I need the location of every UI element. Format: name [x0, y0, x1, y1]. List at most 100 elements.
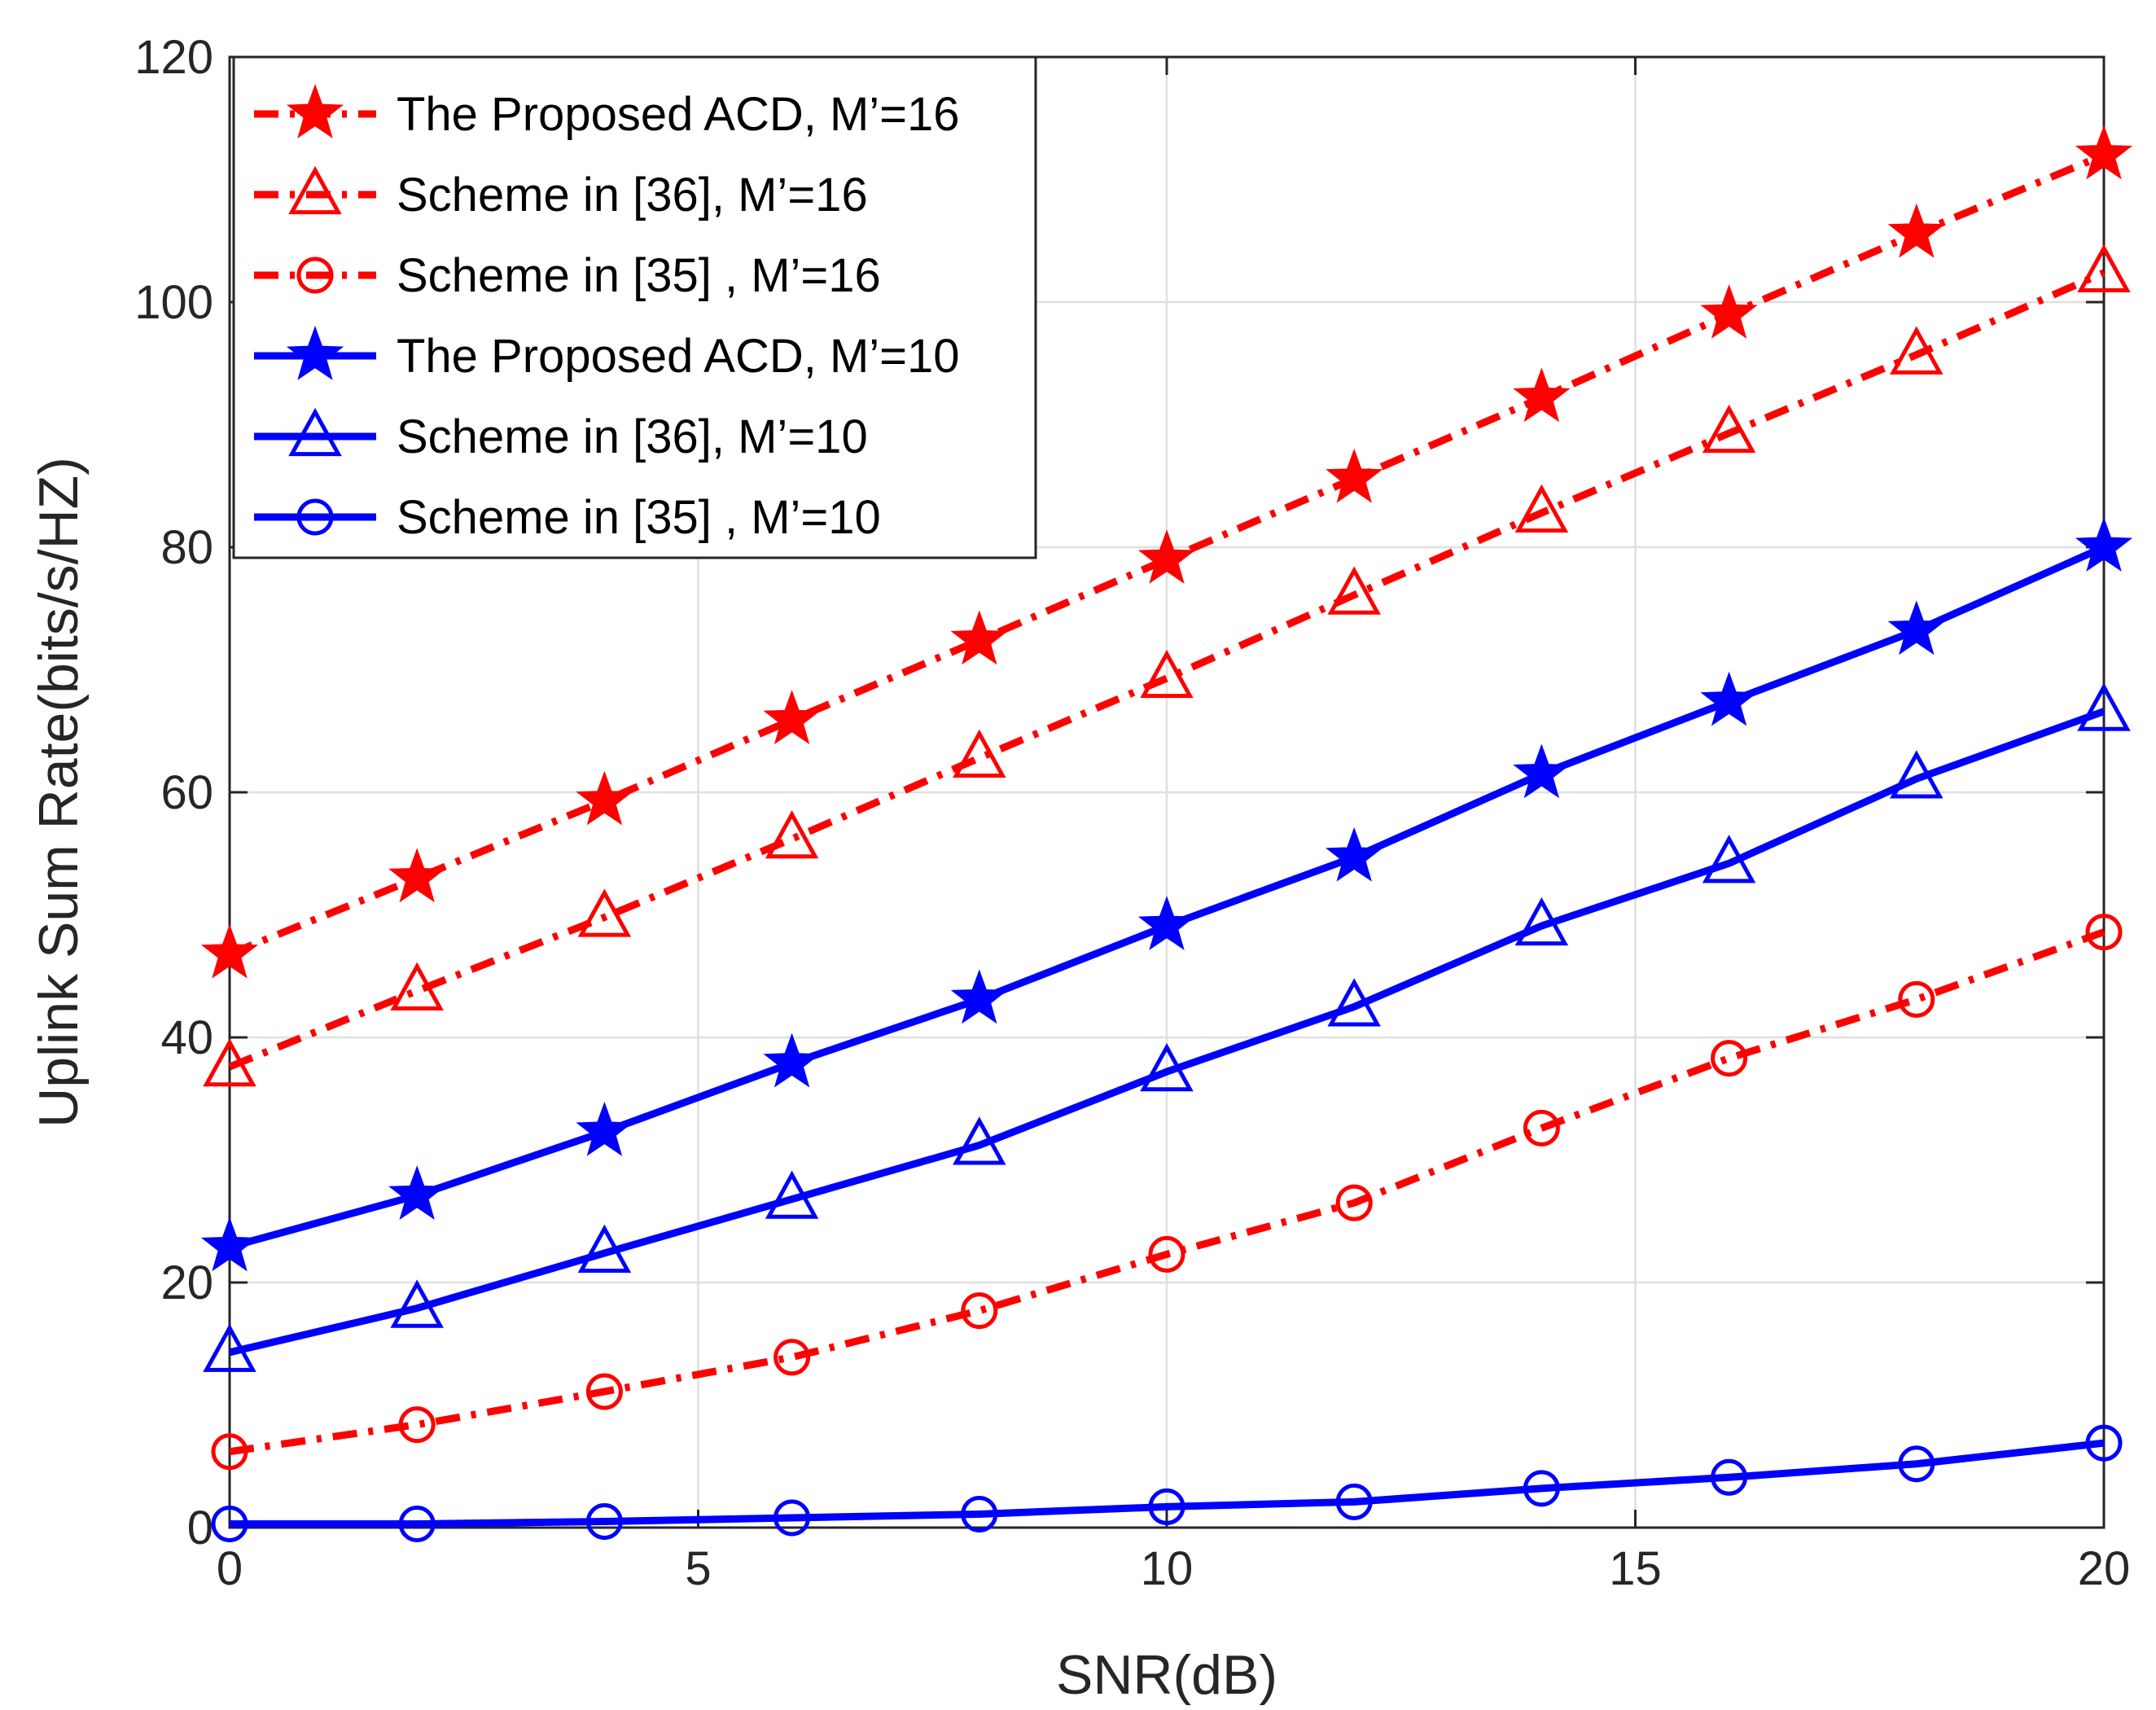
series-line — [228, 708, 2106, 1357]
data-point-star — [950, 610, 1008, 665]
series-5 — [203, 682, 2131, 1372]
data-point-star — [576, 1101, 633, 1156]
data-point-triangle — [953, 1116, 1006, 1165]
data-point-triangle — [1702, 835, 1756, 884]
data-point-circle — [398, 1406, 436, 1444]
data-point-circle — [961, 1292, 998, 1330]
data-point-circle — [1711, 1458, 1748, 1496]
x-tick-label: 20 — [2078, 1542, 2131, 1595]
data-point-triangle — [1702, 404, 1756, 454]
data-point-triangle — [2077, 243, 2131, 292]
tick-labels: 0 5 10 15 20 0 20 40 60 80 100 120 — [134, 31, 2130, 1595]
data-point-star — [1137, 896, 1196, 950]
y-tick-label: 100 — [134, 276, 213, 329]
data-point-circle — [1711, 1040, 1748, 1077]
legend-entry: The Proposed ACD, M’=10 — [254, 326, 960, 383]
legend-label: The Proposed ACD, M’=16 — [397, 88, 960, 141]
x-tick-label: 5 — [685, 1542, 711, 1595]
data-point-triangle — [765, 1170, 819, 1219]
legend-marker-star — [286, 84, 344, 138]
legend-marker-star — [286, 326, 344, 380]
data-point-circle — [1898, 1445, 1935, 1483]
data-point-star — [1137, 529, 1196, 584]
data-point-circle — [585, 1502, 623, 1540]
x-tick-label: 15 — [1609, 1542, 1662, 1595]
data-point-circle — [1335, 1483, 1373, 1520]
y-tick-label: 80 — [160, 521, 213, 574]
data-point-circle — [211, 1433, 248, 1471]
data-point-star — [763, 690, 821, 745]
data-point-circle — [1148, 1235, 1185, 1273]
data-point-triangle — [1140, 649, 1194, 699]
legend-entry: Scheme in [35] , M’=10 — [254, 491, 881, 544]
legend-entry: Scheme in [36], M’=16 — [254, 165, 868, 221]
data-point-triangle — [953, 729, 1006, 778]
data-point-star — [1513, 743, 1571, 799]
data-point-triangle — [1140, 1042, 1194, 1092]
data-point-star — [200, 923, 259, 979]
data-point-triangle — [203, 1037, 256, 1087]
data-point-star — [950, 969, 1008, 1024]
y-tick-label: 20 — [160, 1256, 213, 1309]
data-point-circle — [773, 1339, 811, 1376]
legend-marker-triangle — [288, 165, 342, 215]
y-axis-label: Uplink Sum Rate(bits/s/HZ) — [28, 457, 90, 1128]
series-line — [228, 269, 2106, 1071]
y-tick-label: 0 — [187, 1502, 213, 1554]
y-tick-label: 120 — [134, 31, 213, 84]
data-point-star — [1887, 203, 1945, 258]
y-tick-label: 60 — [160, 766, 213, 819]
data-point-circle — [2085, 1424, 2123, 1462]
data-point-circle — [398, 1505, 436, 1542]
legend-marker-triangle — [288, 407, 342, 457]
data-point-circle — [1898, 980, 1935, 1018]
data-point-circle — [1335, 1184, 1373, 1221]
data-point-star — [576, 770, 633, 826]
data-point-circle — [773, 1499, 811, 1537]
data-point-star — [1700, 284, 1758, 339]
series-group — [200, 125, 2133, 1542]
data-point-triangle — [1514, 897, 1569, 946]
data-point-star — [200, 1217, 259, 1272]
data-point-triangle — [390, 962, 444, 1011]
data-point-triangle — [1514, 484, 1569, 533]
data-point-circle — [961, 1495, 998, 1532]
y-tick-label: 40 — [160, 1011, 213, 1064]
data-point-triangle — [577, 888, 632, 937]
series-line — [229, 928, 2106, 1456]
series-6 — [211, 1424, 2123, 1542]
data-point-star — [1887, 600, 1945, 656]
data-point-triangle — [390, 1279, 444, 1328]
series-2 — [203, 243, 2131, 1087]
legend: The Proposed ACD, M’=16 Scheme in [36], M… — [232, 55, 1037, 559]
data-point-circle — [2085, 914, 2123, 951]
x-axis-label: SNR(dB) — [1056, 1644, 1277, 1706]
legend-label: Scheme in [35] , M’=16 — [397, 249, 881, 302]
data-point-triangle — [1890, 750, 1943, 799]
legend-marker-circle — [296, 498, 334, 536]
series-1 — [200, 125, 2133, 979]
data-point-triangle — [2077, 682, 2131, 731]
legend-marker-circle — [296, 256, 334, 294]
data-point-triangle — [203, 1323, 256, 1372]
data-point-star — [1513, 367, 1571, 423]
data-point-star — [388, 1165, 446, 1221]
data-point-circle — [585, 1373, 623, 1410]
data-point-circle — [1148, 1488, 1185, 1525]
legend-label: Scheme in [36], M’=10 — [397, 410, 868, 463]
series-3 — [211, 914, 2123, 1471]
data-point-triangle — [765, 810, 819, 859]
data-point-circle — [1523, 1470, 1560, 1507]
data-point-circle — [211, 1505, 248, 1542]
legend-label: Scheme in [35] , M’=10 — [397, 491, 881, 544]
x-tick-label: 0 — [217, 1542, 243, 1595]
legend-entry: Scheme in [36], M’=10 — [254, 407, 868, 463]
legend-label: The Proposed ACD, M’=10 — [397, 330, 960, 383]
data-point-star — [2075, 125, 2133, 180]
series-4 — [200, 517, 2133, 1272]
data-point-star — [1326, 448, 1383, 503]
x-tick-label: 10 — [1141, 1542, 1194, 1595]
legend-entry: Scheme in [35] , M’=16 — [254, 249, 881, 302]
data-point-triangle — [1327, 978, 1381, 1027]
